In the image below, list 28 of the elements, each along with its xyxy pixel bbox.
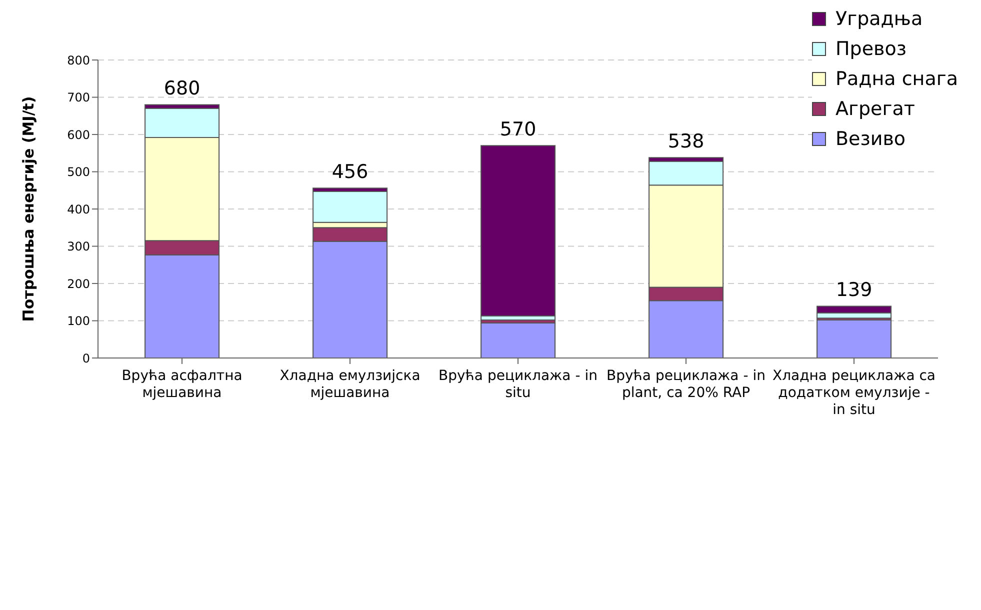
total-label: 139 [836,279,872,302]
y-tick-label: 300 [67,240,90,254]
x-tick-label: Хладна емулзијска мјешавина [280,368,420,401]
legend-label: Агрегат [836,98,915,120]
legend-label: Превоз [836,38,906,60]
x-tick-label: Врућа рециклажа - in situ [438,368,598,401]
total-label: 456 [332,161,368,184]
y-axis-title: Потрошња енергије (MJ/t) [19,96,38,322]
legend-label: Везиво [836,128,906,150]
y-tick-label: 800 [67,53,90,68]
bar [480,322,556,358]
y-tick-label: 600 [67,128,90,142]
total-label: 680 [164,78,200,100]
bar [480,145,556,316]
total-label: 570 [500,118,536,141]
legend-label: Радна снага [836,68,958,90]
y-tick-label: 400 [67,202,90,216]
total-label: 538 [668,130,704,153]
legend-label: Уградња [836,8,923,30]
x-tick-label: Врућа асфалтна мјешавина [122,368,242,401]
y-tick-label: 700 [67,90,90,105]
y-tick-label: 0 [82,351,90,366]
y-tick-label: 200 [67,276,90,291]
x-tick-label: Хладна рециклажа са додатком емулзије - in situ [772,368,936,418]
bar [816,320,892,358]
y-tick-label: 500 [67,165,90,180]
x-tick-label: Врућа рециклажа - in plant, са 20% RAP [606,368,766,401]
y-tick-label: 100 [67,314,90,328]
